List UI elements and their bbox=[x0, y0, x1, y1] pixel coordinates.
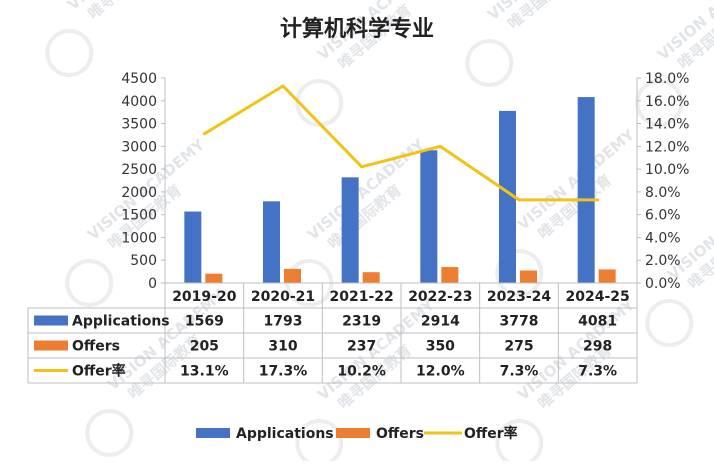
watermark-logo bbox=[295, 78, 344, 127]
watermark-logo bbox=[85, 408, 134, 457]
x-category-label: 2021-22 bbox=[330, 289, 394, 305]
table-cell-value: 10.2% bbox=[337, 364, 386, 380]
point-offer-rate bbox=[517, 198, 521, 202]
y-right-tick-label: 0.0% bbox=[645, 276, 681, 292]
legend-label: Offer率 bbox=[464, 425, 518, 442]
y-left-tick-label: 1500 bbox=[121, 208, 157, 224]
x-category-label: 2023-24 bbox=[487, 289, 552, 305]
legend-key-offers bbox=[336, 428, 370, 438]
y-right-tick-label: 14.0% bbox=[645, 117, 689, 133]
watermark-logo bbox=[65, 258, 114, 307]
legend-label: Applications bbox=[236, 426, 334, 442]
x-category-label: 2024-25 bbox=[566, 289, 630, 305]
table-cell-value: 275 bbox=[504, 339, 533, 355]
y-left-tick-label: 4000 bbox=[121, 94, 157, 110]
bar-offers bbox=[362, 272, 380, 283]
y-left-tick-label: 3500 bbox=[121, 117, 157, 133]
table-cell-value: 13.1% bbox=[180, 364, 229, 380]
table-cell-value: 2319 bbox=[342, 314, 381, 330]
y-left-tick-label: 0 bbox=[148, 276, 157, 292]
table-row-label: Offers bbox=[72, 339, 120, 355]
y-right-tick-label: 16.0% bbox=[645, 94, 689, 110]
x-category-label: 2020-21 bbox=[251, 289, 315, 305]
y-left-tick-label: 2000 bbox=[121, 185, 157, 201]
table-cell-value: 205 bbox=[190, 339, 219, 355]
y-right-tick-label: 18.0% bbox=[645, 71, 689, 87]
bars-layer bbox=[184, 97, 616, 284]
y-left-tick-label: 500 bbox=[130, 253, 157, 269]
table-cell-value: 237 bbox=[347, 339, 376, 355]
watermark-logo bbox=[465, 38, 514, 87]
watermark-logo bbox=[45, 28, 94, 77]
table-legend-key-box bbox=[34, 340, 68, 351]
table-row-label: Offer率 bbox=[72, 363, 126, 380]
y-right-tick-label: 8.0% bbox=[645, 185, 681, 201]
x-category-label: 2019-20 bbox=[172, 289, 237, 305]
table-cell-value: 17.3% bbox=[259, 364, 308, 380]
table-cell-value: 4081 bbox=[578, 314, 617, 330]
watermark-logo bbox=[635, 78, 684, 127]
bar-offers bbox=[598, 269, 616, 283]
bar-applications bbox=[499, 110, 516, 283]
y-left-tick-label: 2500 bbox=[121, 162, 157, 178]
y-left-tick-label: 1000 bbox=[121, 230, 157, 246]
table-cell-value: 7.3% bbox=[500, 364, 539, 380]
bar-offers bbox=[205, 273, 223, 283]
watermark-text: VISION ACADEMY bbox=[64, 0, 189, 14]
y-right-tick-label: 12.0% bbox=[645, 139, 689, 155]
watermark-text: VISION ACADEMY bbox=[314, 295, 439, 404]
table-cell-value: 12.0% bbox=[416, 364, 465, 380]
y-left-tick-label: 4500 bbox=[121, 71, 157, 87]
bar-offers bbox=[441, 267, 459, 283]
bar-offers bbox=[520, 270, 537, 283]
bar-applications bbox=[341, 177, 359, 283]
line-layer bbox=[202, 84, 600, 202]
table-cell-value: 298 bbox=[583, 339, 612, 355]
y-right-tick-label: 2.0% bbox=[645, 253, 681, 269]
table-cell-value: 7.3% bbox=[578, 364, 617, 380]
table-cell-value: 3778 bbox=[500, 314, 539, 330]
legend-key-applications bbox=[196, 428, 230, 438]
y-right-tick-label: 10.0% bbox=[645, 162, 689, 178]
point-offer-rate bbox=[281, 84, 285, 88]
bar-applications bbox=[420, 150, 438, 283]
table-row-label: Applications bbox=[72, 314, 170, 330]
x-category-label: 2022-23 bbox=[408, 289, 472, 305]
table-cell-value: 1569 bbox=[185, 314, 224, 330]
bar-applications bbox=[577, 97, 595, 284]
point-offer-rate bbox=[360, 165, 364, 169]
watermark-subtext: 唯寻国际教育 bbox=[84, 0, 165, 23]
watermark-logo bbox=[285, 258, 334, 307]
axes-layer: 0 500 1000 1500 2000 2500 3000 3500 4000 4500 0.0%… bbox=[121, 71, 689, 292]
table-legend-key-box bbox=[34, 315, 68, 326]
table-cell-value: 1793 bbox=[264, 314, 303, 330]
y-left-tick-label: 3000 bbox=[121, 139, 157, 155]
watermark-text: VISION ACADEMY bbox=[304, 135, 429, 244]
legend-label: Offers bbox=[376, 426, 424, 442]
point-offer-rate bbox=[596, 198, 600, 202]
watermark-logo bbox=[495, 418, 544, 465]
y-right-tick-label: 4.0% bbox=[645, 230, 681, 246]
bar-offers bbox=[284, 268, 301, 283]
point-offer-rate bbox=[438, 144, 442, 148]
table-cell-value: 310 bbox=[268, 339, 297, 355]
legend: Applications Offers Offer率 bbox=[196, 425, 518, 442]
bar-applications bbox=[263, 201, 280, 283]
line-offer-rate bbox=[203, 84, 598, 202]
watermark-text: VISION ACADEMY bbox=[514, 125, 639, 234]
table-cell-value: 350 bbox=[426, 339, 455, 355]
watermark-logo bbox=[645, 298, 694, 347]
y-right-tick-label: 6.0% bbox=[645, 208, 681, 224]
chart-title: 计算机科学专业 bbox=[280, 16, 434, 42]
table-cell-value: 2914 bbox=[421, 314, 460, 330]
bar-applications bbox=[184, 211, 202, 283]
data-table: 2019-20 2020-21 2021-22 2022-23 2023-24 2024-… bbox=[27, 282, 638, 384]
point-offer-rate bbox=[202, 132, 206, 136]
